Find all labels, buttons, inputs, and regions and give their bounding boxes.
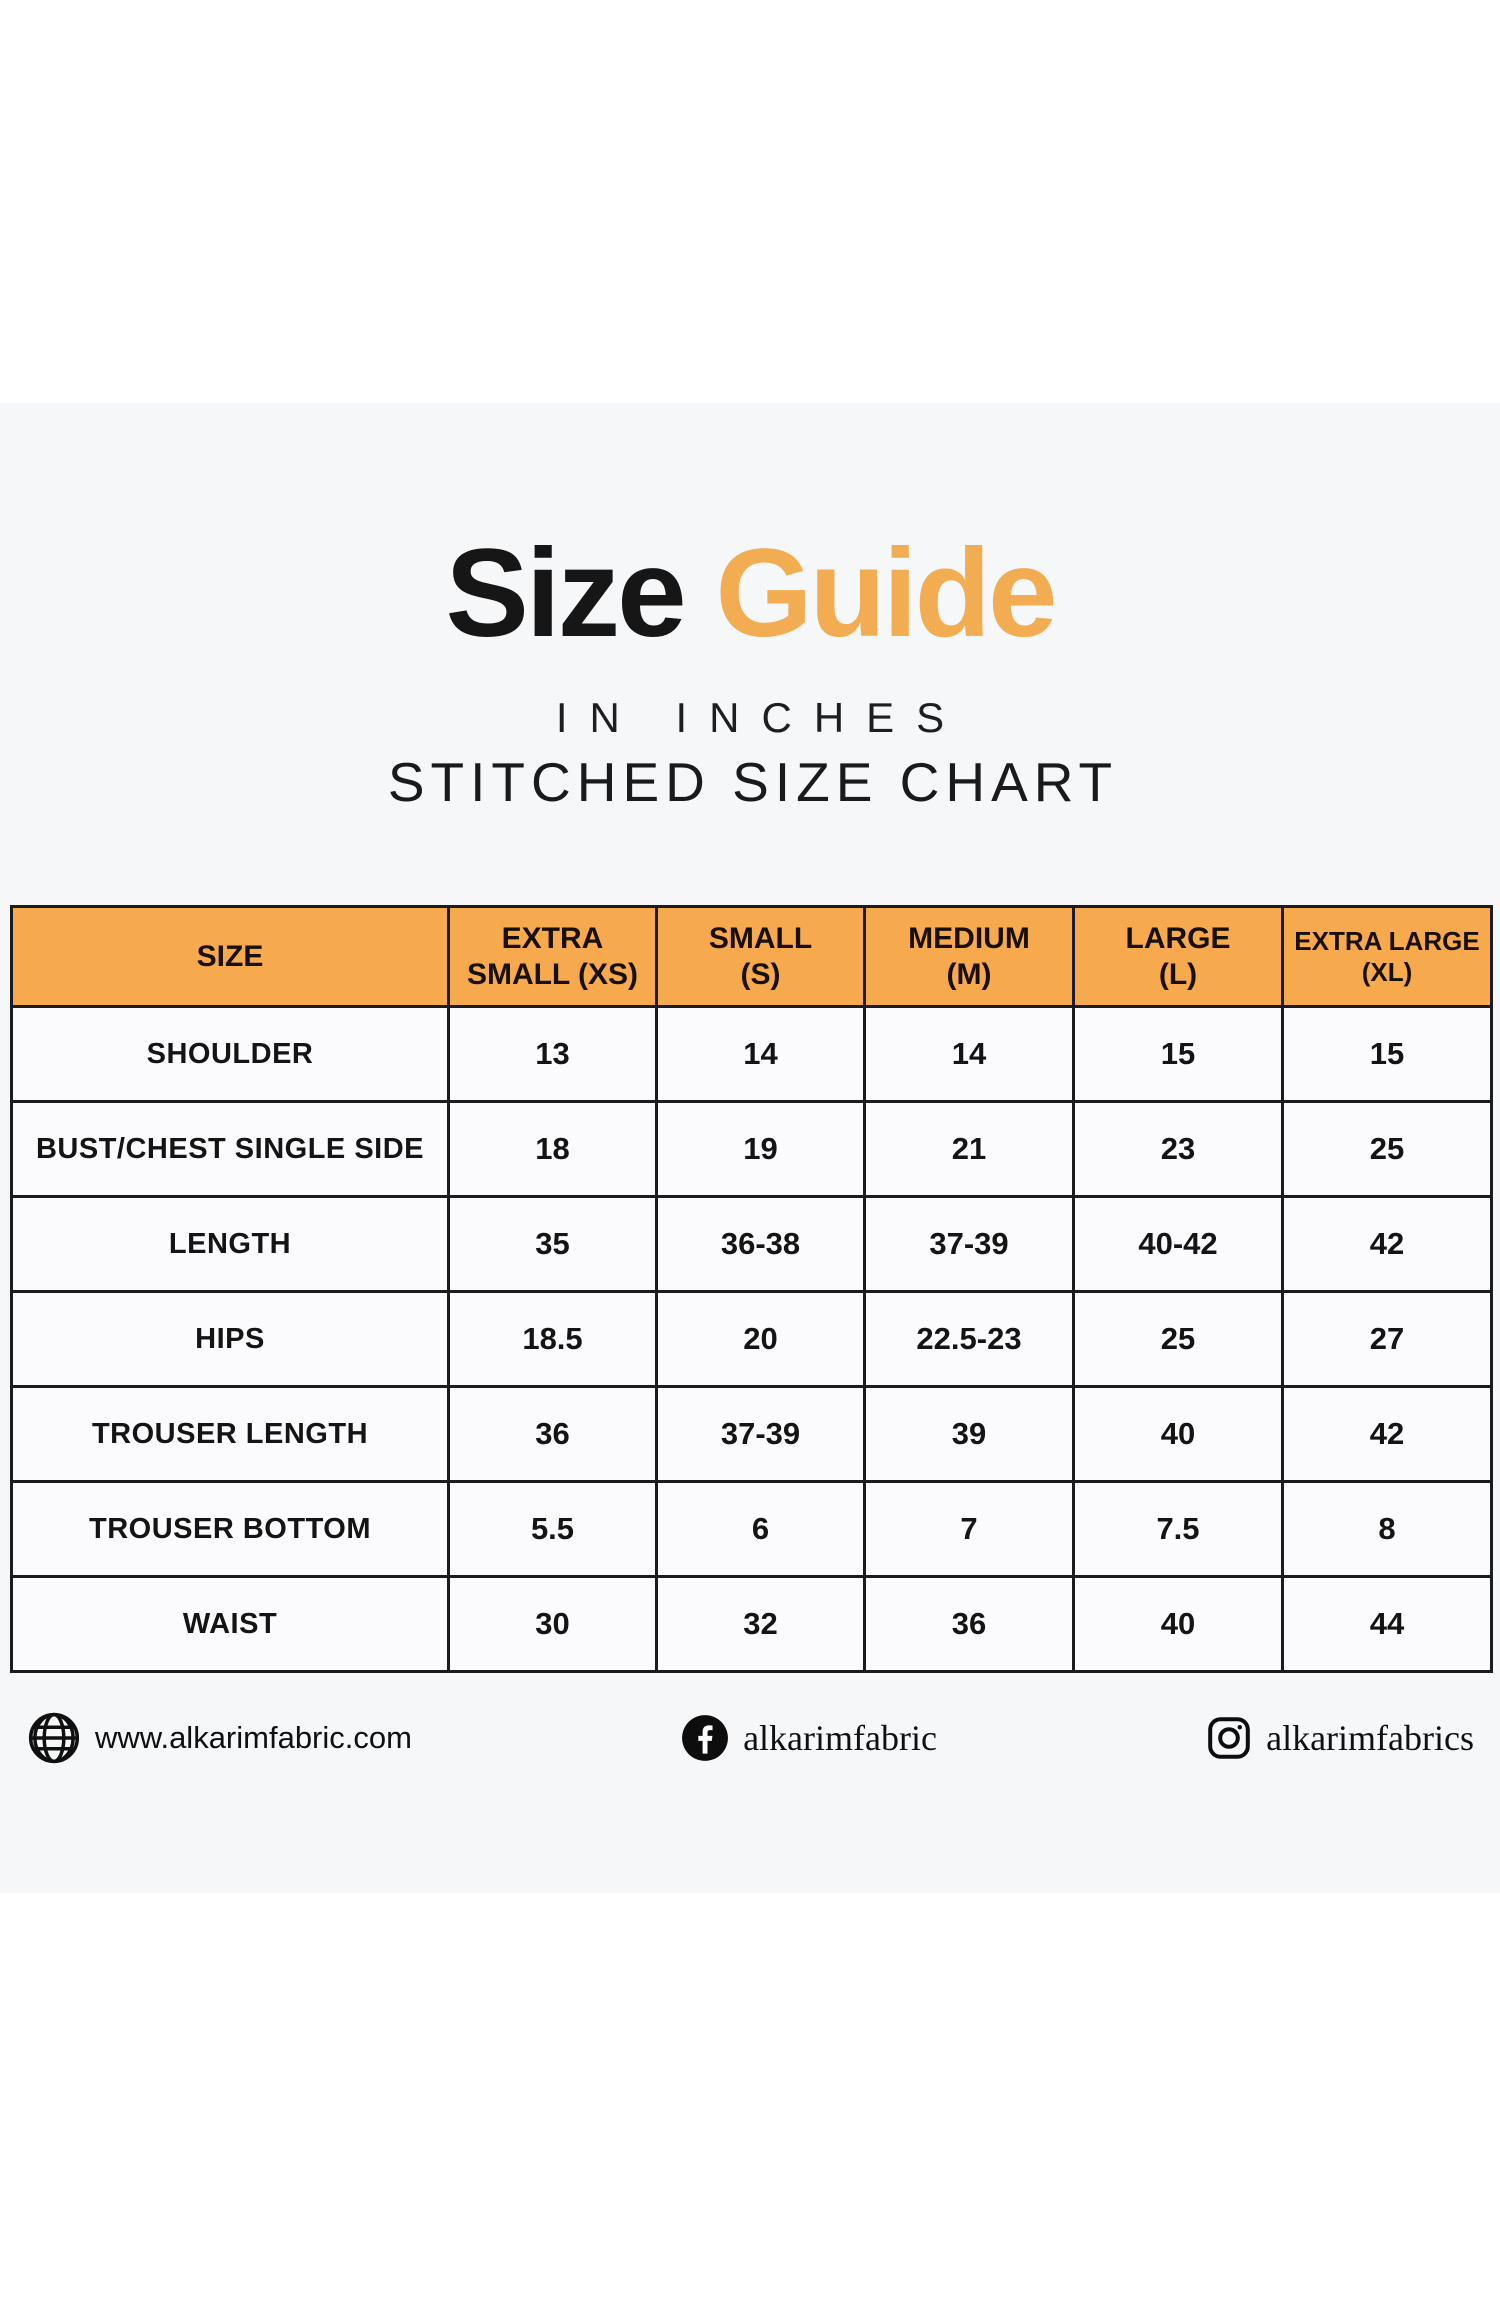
table-cell: 25 (1281, 1100, 1493, 1198)
page-title: Size Guide (0, 528, 1500, 659)
table-cell: 40 (1072, 1575, 1284, 1673)
row-label: SHOULDER (10, 1005, 450, 1103)
table-cell: 36-38 (655, 1195, 866, 1293)
footer: www.alkarimfabric.com alkarimfabric alka… (0, 1700, 1500, 1776)
table-cell: 27 (1281, 1290, 1493, 1388)
table-cell: 36 (863, 1575, 1075, 1673)
table-cell: 7.5 (1072, 1480, 1284, 1578)
table-row-length: LENGTH 35 36-38 37-39 40-42 42 (10, 1195, 1493, 1293)
table-cell: 15 (1072, 1005, 1284, 1103)
table-row-trouser-bottom: TROUSER BOTTOM 5.5 6 7 7.5 8 (10, 1480, 1493, 1578)
table-row-shoulder: SHOULDER 13 14 14 15 15 (10, 1005, 1493, 1103)
table-cell: 23 (1072, 1100, 1284, 1198)
instagram-icon (1205, 1714, 1253, 1762)
table-cell: 7 (863, 1480, 1075, 1578)
row-label: HIPS (10, 1290, 450, 1388)
table-row-waist: WAIST 30 32 36 40 44 (10, 1575, 1493, 1673)
table-cell: 37-39 (655, 1385, 866, 1483)
row-label: LENGTH (10, 1195, 450, 1293)
row-label: TROUSER LENGTH (10, 1385, 450, 1483)
table-row-hips: HIPS 18.5 20 22.5-23 25 27 (10, 1290, 1493, 1388)
globe-icon (26, 1710, 82, 1766)
table-cell: 5.5 (447, 1480, 658, 1578)
table-cell: 15 (1281, 1005, 1493, 1103)
instagram-handle: alkarimfabrics (1266, 1718, 1474, 1758)
subtitle-stitched-size-chart: STITCHED SIZE CHART (387, 751, 1119, 813)
col-header-medium: MEDIUM (M) (863, 905, 1075, 1008)
table-cell: 42 (1281, 1195, 1493, 1293)
table-cell: 19 (655, 1100, 866, 1198)
table-cell: 14 (655, 1005, 866, 1103)
table-cell: 37-39 (863, 1195, 1075, 1293)
col-header-extra-small: EXTRA SMALL (XS) (447, 905, 658, 1008)
col-header-extra-large: EXTRA LARGE (XL) (1281, 905, 1493, 1008)
table-cell: 40 (1072, 1385, 1284, 1483)
website-link[interactable]: www.alkarimfabric.com (26, 1710, 412, 1766)
table-cell: 44 (1281, 1575, 1493, 1673)
table-cell: 14 (863, 1005, 1075, 1103)
col-header-small: SMALL (S) (655, 905, 866, 1008)
table-cell: 40-42 (1072, 1195, 1284, 1293)
table-cell: 13 (447, 1005, 658, 1103)
subtitle-in-inches: IN INCHES (555, 694, 967, 741)
facebook-link[interactable]: alkarimfabric (680, 1713, 937, 1763)
table-cell: 22.5-23 (863, 1290, 1075, 1388)
table-cell: 21 (863, 1100, 1075, 1198)
table-cell: 25 (1072, 1290, 1284, 1388)
table-cell: 30 (447, 1575, 658, 1673)
row-label: TROUSER BOTTOM (10, 1480, 450, 1578)
table-row-trouser-length: TROUSER LENGTH 36 37-39 39 40 42 (10, 1385, 1493, 1483)
facebook-icon (680, 1713, 730, 1763)
table-cell: 32 (655, 1575, 866, 1673)
table-cell: 6 (655, 1480, 866, 1578)
facebook-handle: alkarimfabric (743, 1718, 937, 1758)
table-cell: 39 (863, 1385, 1075, 1483)
col-header-size: SIZE (10, 905, 450, 1008)
table-cell: 18.5 (447, 1290, 658, 1388)
table-cell: 20 (655, 1290, 866, 1388)
row-label: WAIST (10, 1575, 450, 1673)
table-header-row: SIZE EXTRA SMALL (XS) SMALL (S) MEDIUM (M) … (10, 905, 1493, 1008)
table-cell: 36 (447, 1385, 658, 1483)
table-cell: 42 (1281, 1385, 1493, 1483)
col-header-large: LARGE (L) (1072, 905, 1284, 1008)
title-word-guide: Guide (715, 524, 1057, 663)
table-row-bust-chest: BUST/CHEST SINGLE SIDE 18 19 21 23 25 (10, 1100, 1493, 1198)
row-label: BUST/CHEST SINGLE SIDE (10, 1100, 450, 1198)
title-word-size: Size (445, 524, 686, 663)
website-text: www.alkarimfabric.com (95, 1720, 412, 1755)
table-cell: 18 (447, 1100, 658, 1198)
instagram-link[interactable]: alkarimfabrics (1205, 1714, 1474, 1762)
table-cell: 8 (1281, 1480, 1493, 1578)
size-chart-table: SIZE EXTRA SMALL (XS) SMALL (S) MEDIUM (M) … (10, 905, 1493, 1673)
table-cell: 35 (447, 1195, 658, 1293)
